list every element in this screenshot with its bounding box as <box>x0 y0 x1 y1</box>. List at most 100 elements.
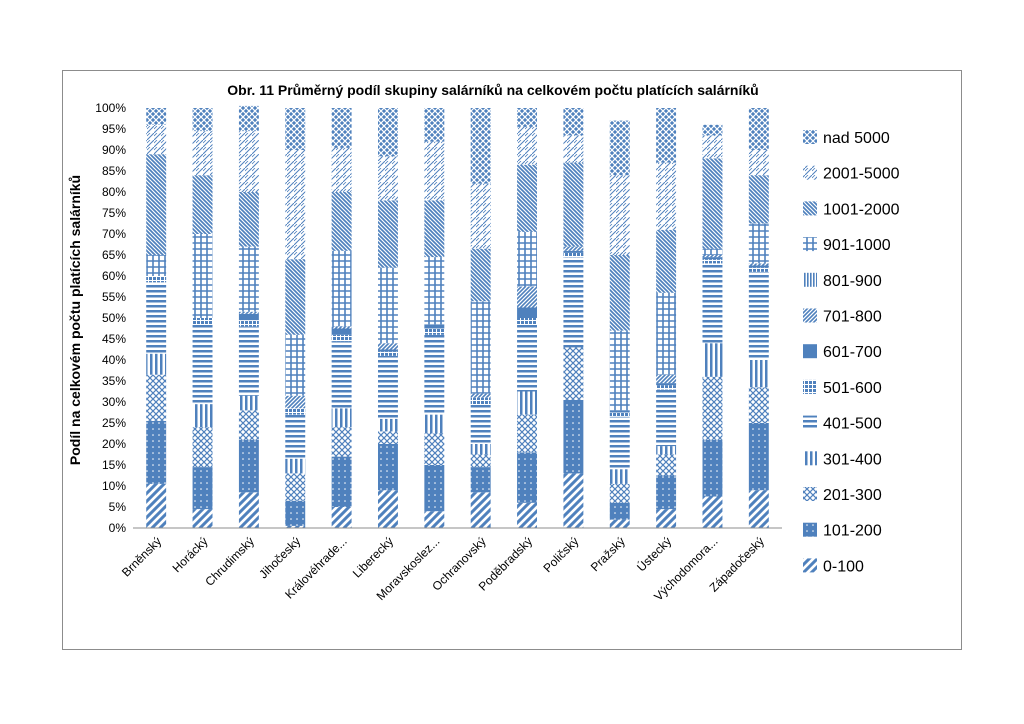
legend-swatch <box>803 344 817 359</box>
bar-segment <box>702 259 723 264</box>
y-tick-label: 60% <box>102 269 126 283</box>
bar-stack <box>748 108 769 528</box>
bar-segment <box>748 150 769 176</box>
bar-segment <box>656 389 677 447</box>
legend-swatch <box>803 308 817 323</box>
bar-segment <box>656 475 677 510</box>
legend-swatch <box>803 415 817 430</box>
legend-label: 101-200 <box>823 523 882 540</box>
x-tick-label: Pražský <box>588 534 628 574</box>
bar-segment <box>748 263 769 266</box>
legend-label: 0-100 <box>823 558 864 575</box>
y-tick-label: 50% <box>102 311 126 325</box>
bar-segment <box>656 383 677 386</box>
y-tick-label: 100% <box>95 101 126 115</box>
bar-segment <box>146 154 167 255</box>
bar-segment <box>563 252 584 258</box>
bar-segment <box>146 282 167 354</box>
bar-segment <box>563 257 584 348</box>
bar-stack <box>609 120 630 528</box>
bar-segment <box>192 467 213 510</box>
bar-segment <box>285 408 306 415</box>
bar-segment <box>563 162 584 247</box>
bar-segment <box>517 318 538 325</box>
bar-segment <box>238 105 259 132</box>
bar-segment <box>656 454 677 476</box>
y-tick-label: 10% <box>102 479 126 493</box>
y-tick-label: 35% <box>102 374 126 388</box>
bar-segment <box>609 175 630 255</box>
bar-segment <box>424 257 445 325</box>
bar-segment <box>331 408 352 428</box>
bar-segment <box>470 108 491 184</box>
legend-item: 301-400 <box>803 451 882 468</box>
bar-segment <box>609 330 630 411</box>
bar-segment <box>609 483 630 503</box>
bar-segment <box>517 307 538 318</box>
bar-segment <box>470 183 491 249</box>
bar-segment <box>656 108 677 163</box>
bar-segment <box>517 414 538 453</box>
bar-segment <box>748 387 769 423</box>
bar-segment <box>192 509 213 528</box>
bar-segment <box>702 124 723 136</box>
bar-segment <box>192 131 213 176</box>
bar-stack <box>238 105 259 528</box>
bar-segment <box>331 250 352 327</box>
bar-segment <box>656 229 677 293</box>
bar-segment <box>424 141 445 201</box>
bar-segment <box>238 311 259 314</box>
bar-segment <box>285 458 306 474</box>
y-tick-label: 30% <box>102 395 126 409</box>
x-tick-label: Horácký <box>170 534 211 575</box>
legend-swatch <box>803 201 817 216</box>
legend-swatch <box>803 487 817 501</box>
bar-segment <box>331 147 352 192</box>
bar-segment <box>285 414 306 459</box>
bar-segment <box>609 502 630 520</box>
bar-segment <box>702 248 723 255</box>
bar-segment <box>146 374 167 421</box>
bar-segment <box>238 246 259 312</box>
bar-segment <box>470 397 491 405</box>
legend-item: 601-700 <box>803 344 882 361</box>
bar-segment <box>748 490 769 528</box>
bar-segment <box>517 502 538 528</box>
bar-segment <box>331 108 352 148</box>
bar-segment <box>656 509 677 528</box>
bar-segment <box>656 385 677 390</box>
bar-segment <box>285 334 306 396</box>
bar-segment <box>192 318 213 325</box>
y-tick-label: 0% <box>109 521 127 535</box>
bar-segment <box>702 135 723 159</box>
bar-segment <box>238 410 259 440</box>
bar-segment <box>192 324 213 405</box>
bar-segment <box>377 156 398 201</box>
x-tick-label: Ústecký <box>633 534 674 575</box>
bar-segment <box>331 456 352 507</box>
bar-stack <box>146 108 167 528</box>
bar-stack <box>331 108 352 528</box>
bar-segment <box>424 108 445 142</box>
bar-segment <box>238 320 259 327</box>
legend-label: 2001-5000 <box>823 166 900 183</box>
bar-segment <box>285 500 306 526</box>
legend-item: 501-600 <box>803 379 882 397</box>
bar-segment <box>146 108 167 125</box>
y-axis-ticks: 0% 5% 10% 15% 20% 25% 30% 35% 40% 45% 50% 55% 60% 65%… <box>95 101 126 535</box>
bar-segment <box>285 108 306 150</box>
bar-segment <box>377 349 398 352</box>
bar-segment <box>192 108 213 132</box>
legend-item: nad 5000 <box>803 130 890 147</box>
bar-segment <box>517 164 538 232</box>
bar-segment <box>331 192 352 251</box>
legend-item: 2001-5000 <box>803 165 900 183</box>
bar-stack <box>377 108 398 528</box>
legend-label: 801-900 <box>823 273 882 290</box>
bar-segment <box>517 126 538 165</box>
bar-segment <box>331 328 352 335</box>
legend-label: nad 5000 <box>823 130 890 147</box>
y-axis-label: Podíl na celkovém počtu platících salárn… <box>67 175 83 465</box>
